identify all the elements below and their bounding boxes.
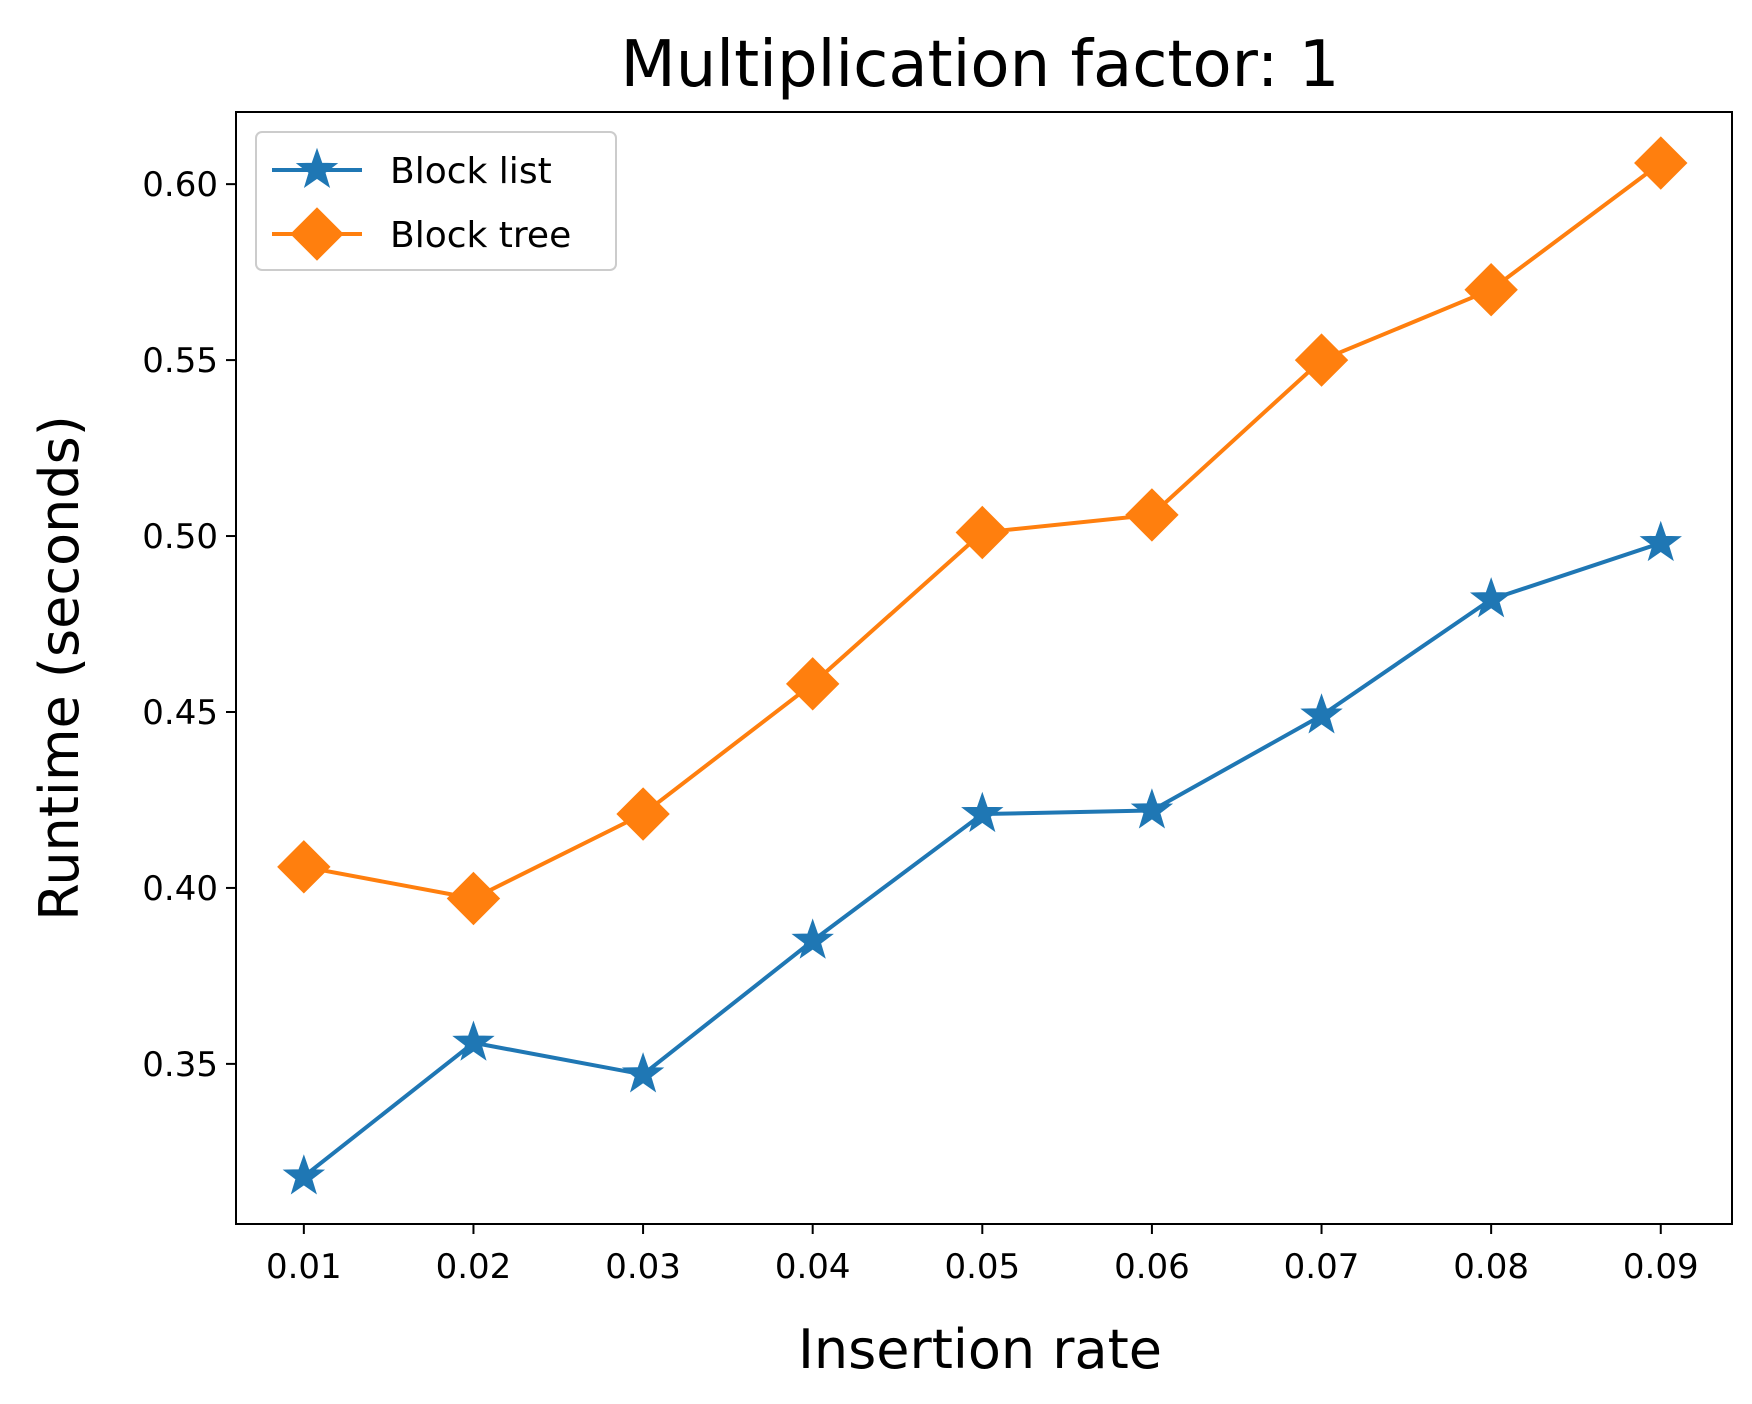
data-point-star [1469, 577, 1513, 618]
data-point-star [1639, 520, 1682, 562]
y-tick-label: 0.35 [142, 1045, 218, 1085]
x-tick-label: 0.01 [266, 1247, 342, 1287]
legend-marker-star [295, 147, 339, 189]
x-axis-label: Insertion rate [798, 1318, 1162, 1381]
x-tick-label: 0.09 [1623, 1247, 1699, 1287]
x-tick-label: 0.07 [1284, 1247, 1360, 1287]
data-point-diamond [1634, 136, 1688, 190]
legend-entries: Block list Block tree [272, 147, 571, 261]
x-tick-label: 0.03 [605, 1247, 681, 1287]
data-point-star [621, 1052, 665, 1093]
data-point-diamond [785, 657, 840, 711]
y-axis: 0.35 0.40 0.45 0.50 0.55 0.60 [142, 165, 236, 1085]
legend: Block list Block tree [255, 131, 617, 271]
y-tick-label: 0.60 [142, 165, 218, 205]
data-point-star [452, 1020, 495, 1061]
legend-label: Block tree [390, 215, 571, 256]
data-point-diamond [277, 840, 331, 894]
y-tick-label: 0.50 [142, 517, 218, 557]
series-layer [277, 136, 1688, 1195]
data-point-star [1130, 788, 1174, 829]
y-tick-label: 0.55 [142, 341, 218, 381]
y-tick-label: 0.40 [142, 869, 218, 909]
data-point-diamond [616, 787, 670, 841]
data-point-star [282, 1154, 326, 1195]
x-tick-label: 0.02 [436, 1247, 512, 1287]
legend-marker-diamond [290, 207, 344, 261]
data-point-diamond [955, 505, 1010, 560]
x-tick-label: 0.06 [1114, 1247, 1190, 1287]
chart-title: Multiplication factor: 1 [621, 28, 1340, 102]
data-point-star [1300, 693, 1343, 734]
y-axis-label: Runtime (seconds) [28, 415, 91, 921]
legend-label: Block list [390, 151, 552, 192]
x-tick-label: 0.05 [944, 1247, 1020, 1287]
data-point-star [791, 918, 834, 959]
data-point-diamond [446, 871, 501, 926]
data-point-diamond [1125, 488, 1179, 542]
data-point-diamond [1294, 333, 1349, 387]
x-tick-label: 0.04 [775, 1247, 851, 1287]
x-axis: 0.01 0.02 0.03 0.04 0.05 0.06 0.07 0.08 0.09 [266, 1224, 1699, 1287]
x-tick-label: 0.08 [1453, 1247, 1529, 1287]
data-point-diamond [1464, 263, 1518, 317]
data-point-star [961, 791, 1004, 833]
y-tick-label: 0.45 [142, 693, 218, 733]
